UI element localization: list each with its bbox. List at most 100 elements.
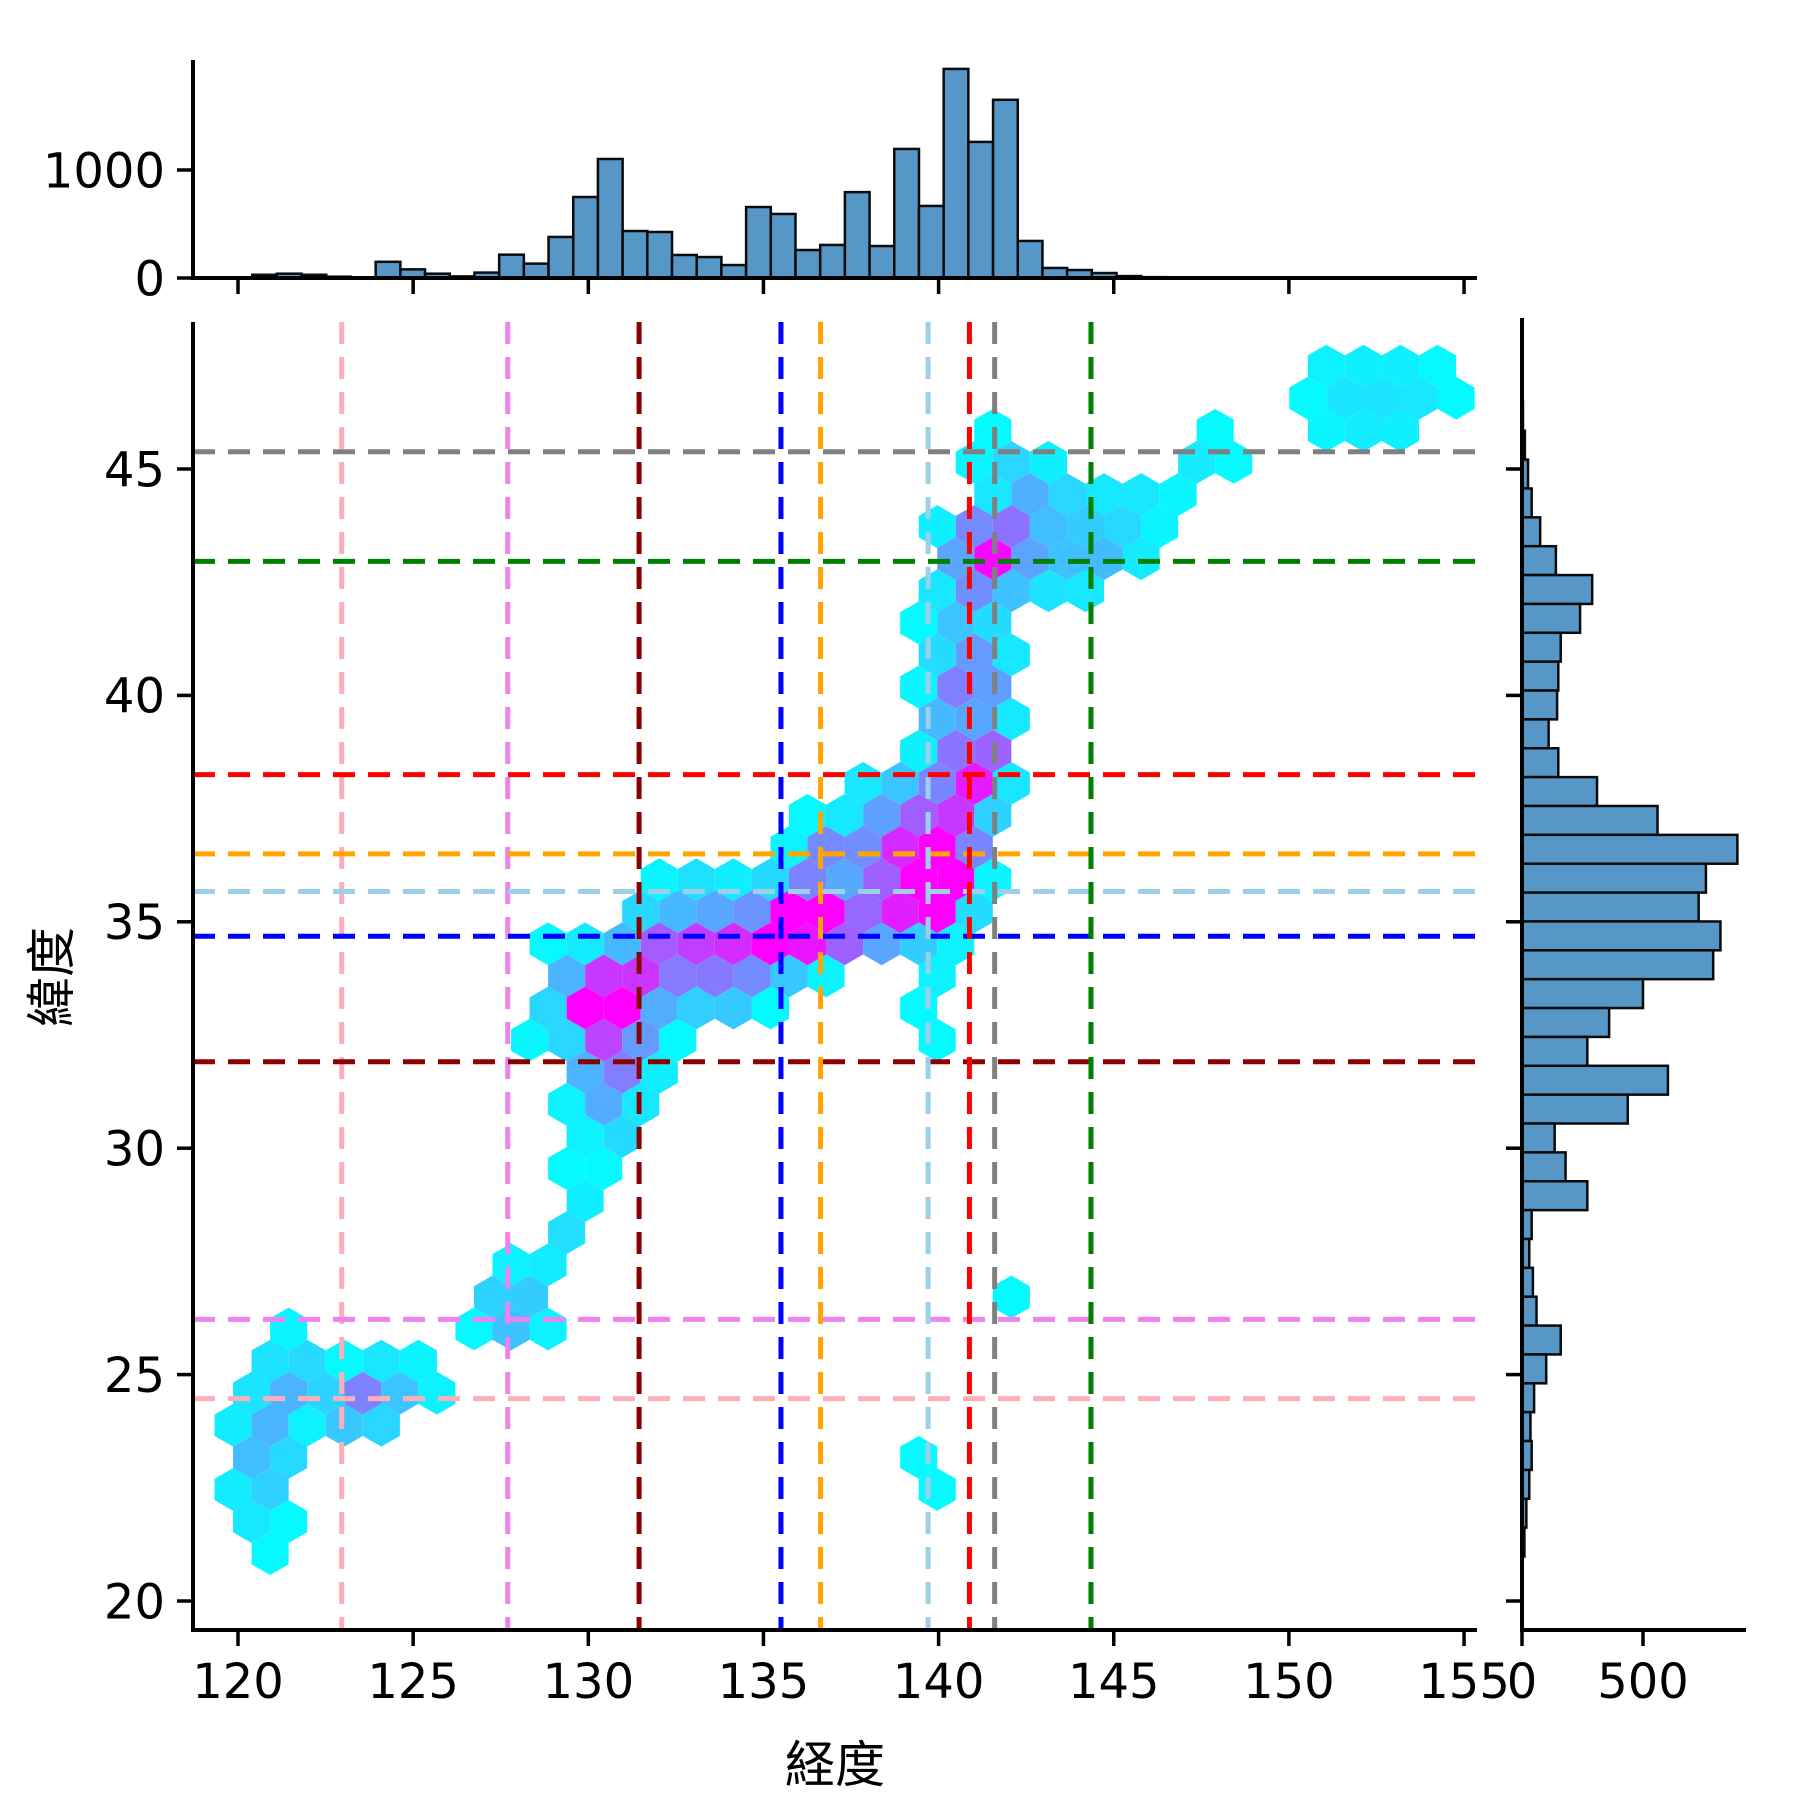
- hex-cell: [585, 1018, 623, 1062]
- hex-cell: [548, 954, 586, 998]
- hex-cell: [992, 1275, 1030, 1319]
- top-hist-bar: [744, 205, 773, 280]
- hex-cell: [603, 922, 641, 966]
- hex-cell: [826, 794, 864, 837]
- top-hist-bar: [794, 248, 822, 280]
- tick-label: 140: [893, 1654, 985, 1710]
- hex-cell: [696, 890, 734, 934]
- hex-cell: [288, 1339, 326, 1383]
- right-hist-bar: [1520, 833, 1739, 865]
- tick-label: 135: [718, 1654, 810, 1710]
- hex-cell: [603, 986, 641, 1030]
- y-axis-ticks: 20 25 30 35 40 45: [104, 442, 193, 1630]
- tick-label: 45: [104, 442, 165, 498]
- top-hist-bar: [1016, 239, 1044, 280]
- refline-orange: [193, 322, 1477, 1630]
- hex-cell: [1307, 408, 1345, 452]
- hex-cell: [844, 890, 882, 934]
- hex-cell: [640, 986, 678, 1030]
- right-hist-bar: [1520, 804, 1659, 837]
- hex-cell: [548, 1147, 586, 1190]
- right-hist-bar: [1520, 660, 1560, 692]
- hex-cell: [270, 1500, 308, 1543]
- hex-cell: [696, 954, 734, 998]
- tick-label: 155: [1418, 1654, 1510, 1710]
- tick-label: 40: [104, 669, 165, 725]
- hex-cell: [1307, 344, 1345, 388]
- hex-cell: [677, 922, 715, 966]
- right-hist-bar: [1520, 1295, 1538, 1327]
- hex-cell: [214, 1468, 252, 1511]
- right-hist-bar: [1520, 1151, 1567, 1183]
- top-hist-bar: [843, 190, 871, 280]
- hex-cell: [1326, 376, 1364, 420]
- top-marginal-histogram: 0 1000: [43, 60, 1477, 307]
- top-hist-bar: [670, 253, 698, 280]
- hex-cell: [1159, 473, 1197, 516]
- hex-cell: [473, 1275, 512, 1319]
- top-hist-bar: [868, 244, 896, 280]
- right-hist-bar: [1520, 1122, 1556, 1154]
- hex-cell: [251, 1339, 289, 1383]
- tick-label: 130: [542, 1654, 634, 1710]
- hex-cell: [937, 537, 975, 581]
- hex-cell: [344, 1371, 382, 1415]
- hex-cell: [1085, 537, 1123, 581]
- refline-darkred: [193, 322, 1477, 1630]
- hex-cell: [566, 1115, 604, 1158]
- hex-cell: [529, 1243, 567, 1287]
- tick-label: 1000: [43, 143, 165, 199]
- hex-cell: [1419, 344, 1457, 388]
- right-hist-bar: [1520, 631, 1562, 663]
- hex-cell: [881, 826, 919, 869]
- right-hist-bar: [1520, 862, 1708, 894]
- hex-cell: [974, 473, 1012, 516]
- hex-cell: [251, 1468, 289, 1511]
- hex-cell: [566, 986, 604, 1030]
- right-hist-bar: [1520, 1035, 1589, 1068]
- hex-cell: [362, 1403, 400, 1447]
- hex-cell: [714, 922, 752, 966]
- right-hist-bar: [1520, 775, 1599, 808]
- tick-label: 145: [1068, 1654, 1160, 1710]
- right-hist-bar: [1520, 1064, 1670, 1096]
- hex-cell: [548, 1018, 586, 1062]
- hex-cell: [955, 890, 993, 934]
- refline-violet: [193, 322, 1477, 1630]
- hex-cell: [307, 1371, 345, 1415]
- hex-cell: [974, 537, 1012, 581]
- hex-cell: [1122, 473, 1160, 516]
- right-hist-bar: [1520, 1093, 1630, 1125]
- hex-cell: [1048, 473, 1086, 516]
- hex-cell: [270, 1435, 308, 1479]
- hex-cell: [399, 1339, 437, 1383]
- hex-cell: [251, 1532, 289, 1576]
- hex-cell: [381, 1371, 419, 1415]
- hex-cell: [362, 1339, 400, 1383]
- hex-cell: [1381, 344, 1420, 388]
- right-hist-bar: [1520, 949, 1715, 981]
- right-hist-bar: [1520, 977, 1645, 1010]
- hex-cell: [511, 1275, 549, 1319]
- hex-cell: [622, 954, 660, 998]
- hex-cell: [233, 1500, 271, 1543]
- top-hist-bar: [621, 229, 649, 280]
- right-hist-bar: [1520, 891, 1700, 923]
- hex-cell: [955, 505, 993, 548]
- hex-cell: [955, 633, 993, 677]
- hex-cell: [1381, 408, 1420, 452]
- hex-cell: [733, 890, 771, 934]
- hex-cell: [788, 922, 827, 966]
- right-hist-bar: [1520, 1324, 1562, 1356]
- hex-cell: [659, 1018, 697, 1062]
- x-axis-label: 経度: [785, 1736, 885, 1794]
- hex-cell: [1104, 505, 1142, 548]
- hex-cell: [788, 794, 827, 837]
- hex-cell: [418, 1371, 456, 1415]
- hex-cell: [1011, 473, 1049, 516]
- right-hist-bar: [1520, 544, 1558, 577]
- hex-cell: [1085, 473, 1123, 516]
- hex-cell: [955, 826, 993, 869]
- hex-cell: [659, 954, 697, 998]
- hex-cell: [214, 1403, 252, 1447]
